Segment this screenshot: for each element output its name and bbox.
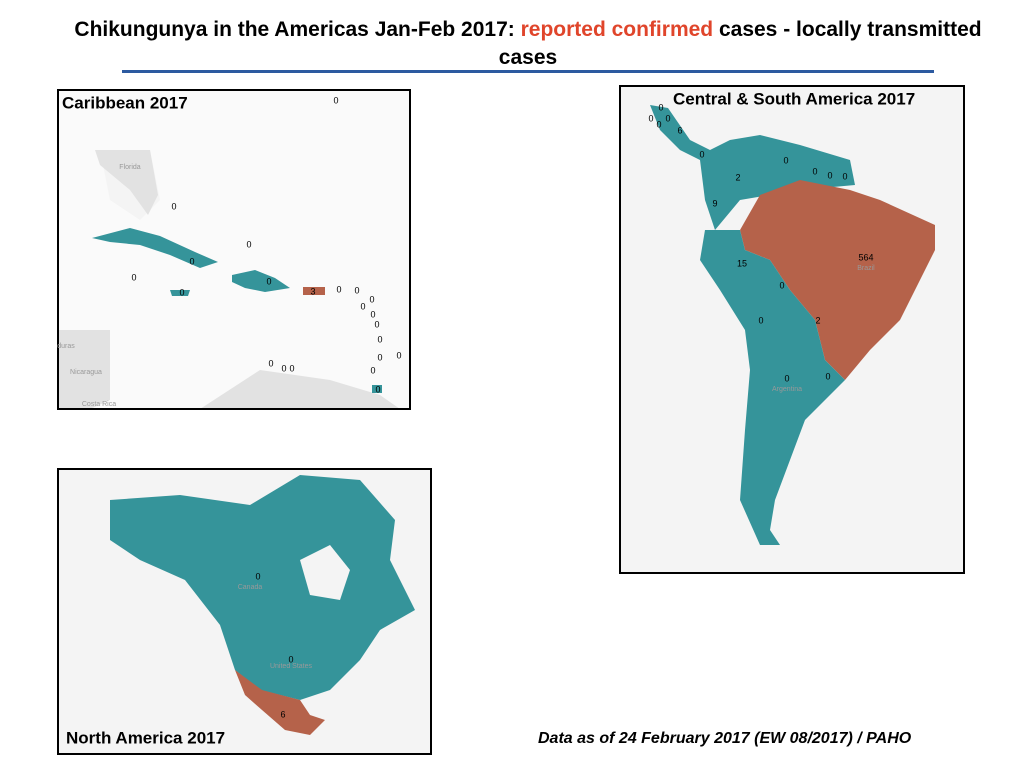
case-count: 0 [784, 373, 789, 383]
case-count: 0 [360, 301, 365, 311]
case-count: 0 [825, 371, 830, 381]
title-text: cases - locally transmitted cases [498, 18, 982, 69]
case-count: 0 [377, 334, 382, 344]
case-count: 0 [179, 287, 184, 297]
place-name: United States [270, 663, 313, 670]
case-count: 0 [699, 149, 704, 159]
panel-title: North America 2017 [66, 728, 225, 747]
place-name: Brazil [857, 265, 875, 272]
case-count: 0 [812, 166, 817, 176]
case-count: 0 [354, 285, 359, 295]
case-count: 0 [374, 319, 379, 329]
place-name: Canada [238, 584, 263, 591]
case-count: 0 [842, 171, 847, 181]
case-count: 0 [336, 284, 341, 294]
case-count: 0 [665, 113, 670, 123]
place-name: Nicaragua [70, 369, 102, 376]
south-america-map: Central & South America 2017 [619, 85, 965, 574]
case-count: 0 [396, 350, 401, 360]
case-count: 0 [289, 363, 294, 373]
case-count: 0 [288, 654, 293, 664]
title-text: Chikungunya in the Americas Jan-Feb 2017… [74, 18, 515, 41]
case-count: 0 [189, 256, 194, 266]
title-rule [122, 70, 934, 73]
footnote: Data as of 24 February 2017 (EW 08/2017)… [538, 730, 912, 747]
case-count: 6 [280, 709, 285, 719]
case-count: 0 [656, 119, 661, 129]
case-count: 6 [677, 125, 682, 135]
case-count: 564 [858, 252, 873, 262]
slide-title: Chikungunya in the Americas Jan-Feb 2017… [60, 16, 996, 72]
north-america-map: North America 2017 [57, 468, 432, 755]
case-count: 0 [268, 358, 273, 368]
case-count: 0 [255, 571, 260, 581]
place-name: Argentina [772, 386, 802, 393]
place-name: Florida [119, 164, 141, 171]
panel-title: Central & South America 2017 [673, 89, 915, 108]
case-count: 2 [815, 315, 820, 325]
case-count: 0 [266, 276, 271, 286]
case-count: 9 [712, 198, 717, 208]
case-count: 0 [370, 309, 375, 319]
caribbean-map: Caribbean 2017 [57, 89, 411, 410]
case-count: 0 [658, 102, 663, 112]
case-count: 0 [333, 95, 338, 105]
case-count: 15 [737, 258, 747, 268]
case-count: 0 [375, 384, 380, 394]
case-count: 0 [648, 113, 653, 123]
title-highlight: reported confirmed [520, 18, 714, 41]
place-name: duras [57, 343, 75, 350]
case-count: 0 [171, 201, 176, 211]
case-count: 0 [246, 239, 251, 249]
place-name: Costa Rica [82, 401, 116, 408]
case-count: 0 [827, 170, 832, 180]
case-count: 0 [758, 315, 763, 325]
case-count: 0 [369, 294, 374, 304]
case-count: 0 [131, 272, 136, 282]
case-count: 0 [783, 155, 788, 165]
case-count: 2 [735, 172, 740, 182]
case-count: 0 [779, 280, 784, 290]
panel-title: Caribbean 2017 [62, 93, 188, 112]
case-count: 3 [310, 286, 315, 296]
case-count: 0 [377, 352, 382, 362]
case-count: 0 [370, 365, 375, 375]
case-count: 0 [281, 363, 286, 373]
